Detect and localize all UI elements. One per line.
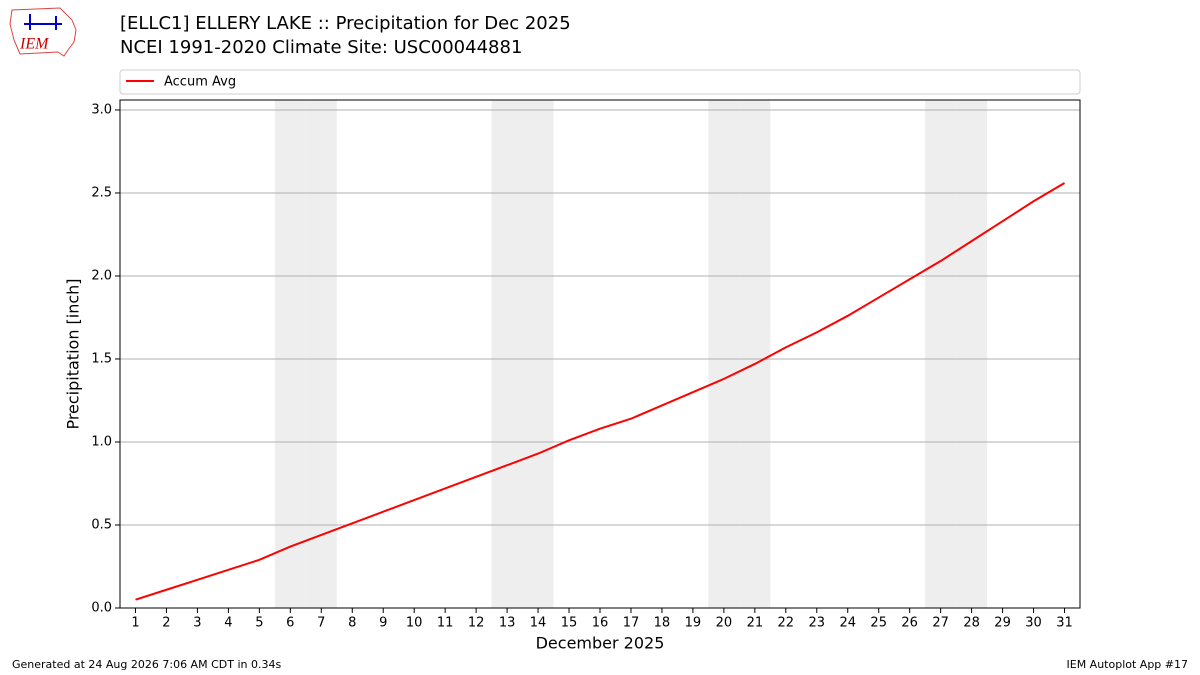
line-series — [135, 182, 1066, 601]
footer-left: Generated at 24 Aug 2026 7:06 AM CDT in … — [12, 658, 281, 671]
legend-box — [119, 69, 1081, 95]
y-tick-label: 3.0 — [91, 102, 112, 117]
plot-frame — [119, 99, 1081, 609]
x-tick-label: 21 — [747, 616, 764, 631]
x-tick-label: 23 — [809, 616, 826, 631]
y-tick-label: 2.0 — [91, 268, 112, 283]
x-tick-label: 18 — [654, 616, 671, 631]
x-tick-label: 27 — [932, 616, 949, 631]
x-tick-label: 22 — [778, 616, 795, 631]
x-tick-label: 15 — [561, 616, 578, 631]
x-tick-label: 5 — [255, 616, 263, 631]
weekend-shade — [305, 100, 337, 608]
weekend-shade — [708, 100, 740, 608]
weekend-shade — [491, 100, 523, 608]
x-tick-label: 28 — [963, 616, 980, 631]
x-tick-label: 17 — [623, 616, 640, 631]
x-tick-label: 13 — [499, 616, 516, 631]
x-tick-label: 29 — [994, 616, 1011, 631]
x-tick-label: 8 — [348, 616, 356, 631]
x-tick-label: 4 — [224, 616, 232, 631]
x-tick-label: 20 — [716, 616, 733, 631]
x-tick-label: 24 — [839, 616, 856, 631]
x-tick-label: 26 — [901, 616, 918, 631]
x-tick-label: 14 — [530, 616, 547, 631]
chart-title: [ELLC1] ELLERY LAKE :: Precipitation for… — [120, 13, 571, 34]
y-tick-label: 1.0 — [91, 434, 112, 449]
weekend-shade — [956, 100, 988, 608]
x-axis-label: December 2025 — [536, 634, 665, 653]
weekend-shade — [274, 100, 306, 608]
logo-text: IEM — [19, 36, 50, 53]
x-tick-label: 19 — [685, 616, 702, 631]
x-tick-label: 16 — [592, 616, 609, 631]
y-tick-label: 2.5 — [91, 185, 112, 200]
x-tick-label: 3 — [193, 616, 201, 631]
x-tick-label: 7 — [317, 616, 325, 631]
y-tick-label: 0.5 — [91, 517, 112, 532]
x-tick-label: 12 — [468, 616, 485, 631]
x-tick-label: 1 — [131, 616, 139, 631]
weekend-shade — [522, 100, 554, 608]
x-tick-label: 10 — [406, 616, 423, 631]
x-tick-label: 9 — [379, 616, 387, 631]
logo: IEM — [9, 7, 77, 57]
x-tick-label: 2 — [162, 616, 170, 631]
legend-label: Accum Avg — [164, 75, 236, 90]
weekend-shade — [739, 100, 771, 608]
y-tick-label: 1.5 — [91, 351, 112, 366]
x-tick-label: 11 — [437, 616, 454, 631]
chart-subtitle: NCEI 1991-2020 Climate Site: USC00044881 — [120, 37, 522, 58]
weekend-shade — [925, 100, 957, 608]
x-tick-label: 6 — [286, 616, 294, 631]
y-tick-label: 0.0 — [91, 601, 112, 616]
x-tick-label: 31 — [1056, 616, 1073, 631]
footer-right: IEM Autoplot App #17 — [1067, 658, 1189, 671]
y-axis-label: Precipitation [inch] — [64, 278, 83, 429]
x-tick-label: 30 — [1025, 616, 1042, 631]
x-tick-label: 25 — [870, 616, 887, 631]
